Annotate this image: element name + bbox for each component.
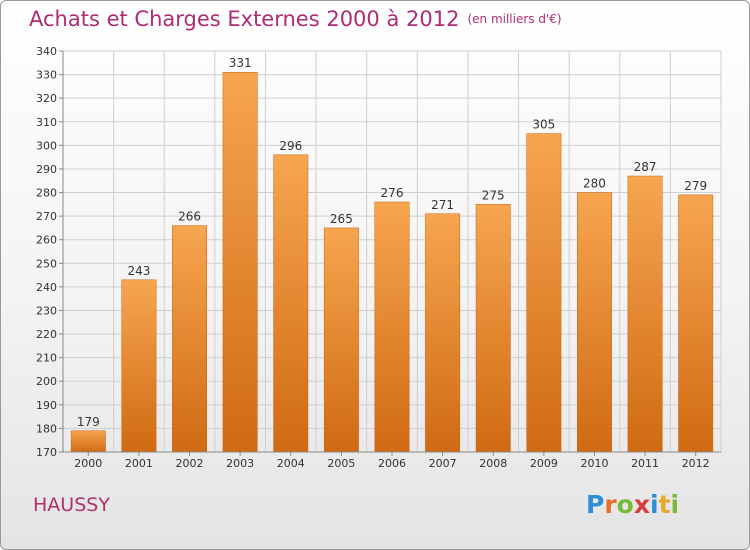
data-label: 331: [229, 56, 252, 70]
data-label: 287: [634, 160, 657, 174]
data-label: 271: [431, 198, 454, 212]
bar: [121, 279, 157, 453]
bar-chart: 170 180 190 200 210 220 230 240 250 260 270 280 290 3…: [36, 45, 722, 470]
chart-title: Achats et Charges Externes 2000 à 2012 (e…: [29, 7, 562, 31]
bar: [273, 154, 309, 453]
data-label: 280: [583, 177, 606, 191]
data-label: 275: [482, 188, 505, 202]
data-label: 276: [381, 186, 404, 200]
bar: [678, 194, 714, 453]
logo-letter: P: [586, 490, 605, 519]
bar: [627, 175, 663, 453]
bar: [172, 225, 207, 453]
axes: 170 180 190 200 210 220 230 240 250 260 270 280 290 3…: [36, 45, 721, 470]
logo-letter: i: [650, 490, 659, 519]
x-tick-label: 2002: [176, 457, 204, 470]
x-tick-label: 2001: [125, 457, 153, 470]
y-tick-label: 250: [36, 257, 57, 270]
x-tick-label: 2006: [378, 457, 406, 470]
logo-letter: x: [633, 490, 650, 519]
y-tick-label: 240: [36, 281, 57, 294]
x-tick-label: 2011: [631, 457, 659, 470]
y-tick-label: 210: [36, 352, 57, 365]
logo-letter: o: [616, 490, 634, 519]
logo-letter: i: [670, 490, 680, 519]
x-tick-label: 2012: [682, 457, 710, 470]
bar: [475, 204, 511, 453]
data-labels: 179 243 266 331 296 265 276 271 275 305 280 287 279: [77, 56, 707, 429]
y-tick-label: 290: [36, 163, 57, 176]
chart-subtitle: (en milliers d'€): [467, 12, 562, 26]
commune-name: HAUSSY: [33, 494, 110, 516]
bar: [70, 430, 106, 453]
data-label: 305: [532, 118, 555, 132]
bar: [323, 227, 359, 453]
y-tick-label: 330: [36, 69, 57, 82]
logo-letter: r: [604, 490, 617, 519]
chart-title-text: Achats et Charges Externes 2000 à 2012: [29, 7, 460, 31]
bar: [526, 133, 562, 453]
y-tick-label: 280: [36, 187, 57, 200]
y-tick-label: 230: [36, 304, 57, 317]
y-tick-label: 310: [36, 116, 57, 129]
data-label: 279: [684, 179, 707, 193]
x-tick-label: 2000: [74, 457, 102, 470]
data-label: 179: [77, 415, 100, 429]
bars: [70, 71, 714, 453]
y-tick-label: 340: [36, 45, 57, 58]
proxiti-logo[interactable]: Proxiti: [586, 490, 679, 519]
y-tick-label: 260: [36, 234, 57, 247]
y-tick-label: 220: [36, 328, 57, 341]
y-tick-label: 170: [36, 446, 57, 459]
bar: [425, 213, 461, 453]
x-tick-label: 2010: [580, 457, 608, 470]
y-tick-label: 300: [36, 139, 57, 152]
x-tick-label: 2005: [327, 457, 355, 470]
y-tick-label: 320: [36, 92, 57, 105]
x-tick-label: 2007: [429, 457, 457, 470]
x-tick-label: 2009: [530, 457, 558, 470]
x-tick-label: 2003: [226, 457, 254, 470]
data-label: 266: [178, 210, 201, 224]
bar: [577, 192, 612, 453]
bar: [374, 201, 410, 453]
logo-letter: t: [658, 490, 671, 519]
y-tick-label: 270: [36, 210, 57, 223]
x-tick-label: 2004: [277, 457, 305, 470]
data-label: 296: [279, 139, 302, 153]
x-tick-label: 2008: [479, 457, 507, 470]
y-tick-label: 200: [36, 375, 57, 388]
data-label: 265: [330, 212, 353, 226]
y-tick-label: 180: [36, 422, 57, 435]
data-label: 243: [127, 264, 150, 278]
y-tick-label: 190: [36, 399, 57, 412]
bar: [222, 71, 258, 453]
